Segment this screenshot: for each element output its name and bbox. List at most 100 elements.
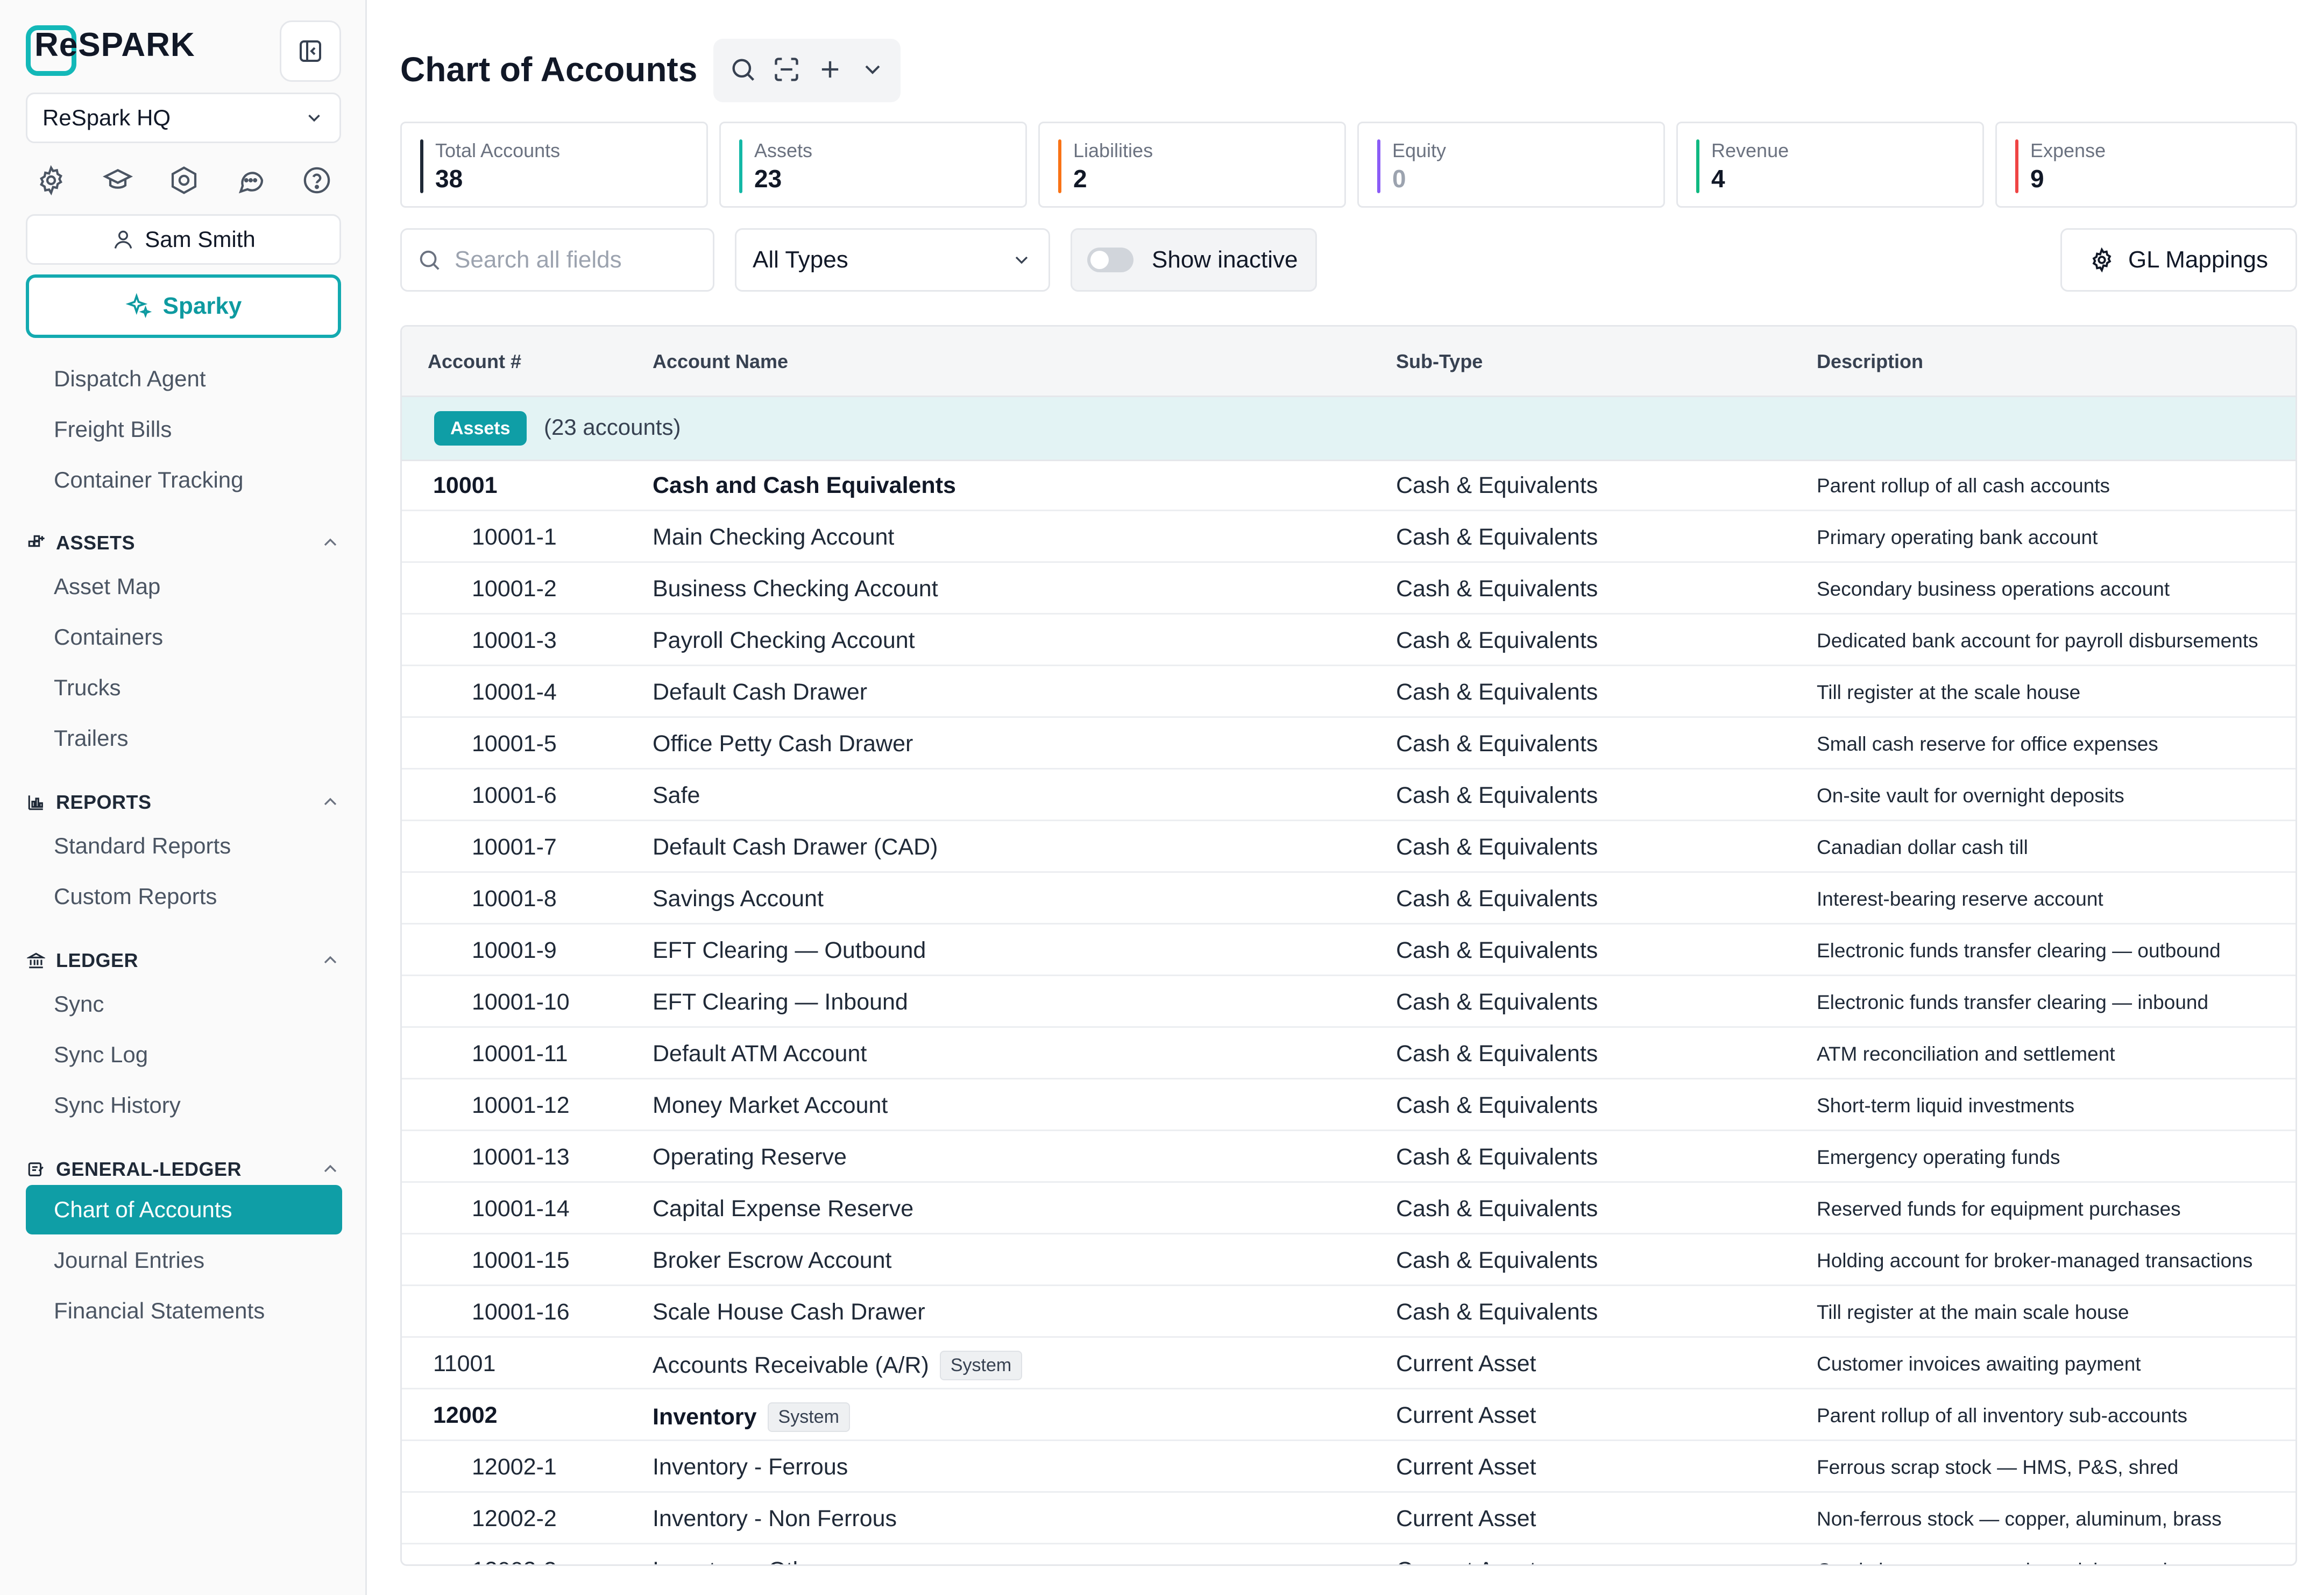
section-general-ledger[interactable]: GENERAL-LEDGER: [27, 1156, 342, 1183]
table-row[interactable]: 12002-1 Inventory - Ferrous Current Asset F…: [402, 1441, 2295, 1493]
sub-type: Current Asset: [1396, 1351, 1536, 1377]
system-badge: System: [939, 1351, 1023, 1380]
account-number: 10001-15: [472, 1247, 570, 1273]
table-row[interactable]: 10001-2 Business Checking Account Cash & E…: [402, 563, 2295, 615]
graduation-cap-icon[interactable]: [100, 163, 136, 198]
account-name: Money Market Account: [653, 1092, 888, 1118]
account-name: EFT Clearing — Inbound: [653, 989, 908, 1015]
nav-dispatch-agent[interactable]: Dispatch Agent: [54, 366, 206, 391]
nav-financial-statements[interactable]: Financial Statements: [54, 1298, 265, 1323]
sidebar-collapse-icon: [300, 40, 321, 62]
stat-value: 9: [2030, 165, 2044, 193]
sparky-button[interactable]: Sparky: [26, 274, 341, 338]
section-assets[interactable]: ASSETS: [27, 530, 342, 556]
account-number: 10001-5: [472, 731, 557, 757]
collapse-sidebar-button[interactable]: [280, 20, 341, 82]
table-row[interactable]: 10001 Cash and Cash Equivalents Cash & Equ…: [402, 460, 2295, 511]
sub-type: Cash & Equivalents: [1396, 627, 1598, 653]
org-select[interactable]: ReSpark HQ: [26, 93, 341, 143]
table-row[interactable]: 12002-2 Inventory - Non Ferrous Current As…: [402, 1493, 2295, 1544]
table-row[interactable]: 10001-11 Default ATM Account Cash & Equiva…: [402, 1028, 2295, 1079]
table-row[interactable]: 10001-5 Office Petty Cash Drawer Cash & Eq…: [402, 718, 2295, 770]
stat-card-equity[interactable]: Equity 0: [1357, 122, 1665, 208]
org-select-value: ReSpark HQ: [42, 105, 171, 130]
chat-icon[interactable]: [233, 163, 268, 198]
nav-sync-history[interactable]: Sync History: [54, 1092, 181, 1118]
sub-type: Cash & Equivalents: [1396, 1092, 1598, 1118]
scan-icon[interactable]: [773, 55, 800, 86]
nav-chart-of-accounts[interactable]: Chart of Accounts: [26, 1185, 342, 1234]
table-row[interactable]: 10001-13 Operating Reserve Cash & Equivale…: [402, 1131, 2295, 1183]
user-button[interactable]: Sam Smith: [26, 214, 341, 265]
nav-trailers[interactable]: Trailers: [54, 725, 129, 751]
table-row[interactable]: 10001-4 Default Cash Drawer Cash & Equival…: [402, 666, 2295, 718]
table-row[interactable]: 10001-1 Main Checking Account Cash & Equiv…: [402, 511, 2295, 563]
sub-type: Cash & Equivalents: [1396, 1247, 1598, 1273]
account-number: 10001-1: [472, 524, 557, 550]
account-name-cell: Savings Account: [653, 886, 824, 912]
search-icon[interactable]: [729, 55, 757, 86]
nav-custom-reports[interactable]: Custom Reports: [54, 884, 217, 909]
nav-standard-reports[interactable]: Standard Reports: [54, 833, 231, 858]
col-account-number[interactable]: Account #: [428, 350, 522, 372]
stat-card-expense[interactable]: Expense 9: [1995, 122, 2297, 208]
nav-sync[interactable]: Sync: [54, 991, 104, 1017]
plus-icon[interactable]: [816, 55, 844, 86]
col-description[interactable]: Description: [1817, 350, 1924, 372]
section-ledger[interactable]: LEDGER: [27, 947, 342, 974]
sub-type: Cash & Equivalents: [1396, 782, 1598, 808]
gl-mappings-button[interactable]: GL Mappings: [2060, 228, 2297, 292]
hexagon-settings-icon[interactable]: [166, 163, 202, 198]
account-name-cell: Inventory System: [653, 1402, 850, 1432]
help-icon[interactable]: [299, 163, 335, 198]
table-row[interactable]: 10001-16 Scale House Cash Drawer Cash & Eq…: [402, 1286, 2295, 1338]
show-inactive-toggle[interactable]: Show inactive: [1071, 228, 1317, 292]
nav-freight-bills[interactable]: Freight Bills: [54, 417, 172, 442]
search-input[interactable]: Search all fields: [400, 228, 714, 292]
gl-mappings-label: GL Mappings: [2128, 246, 2269, 273]
description: Reserved funds for equipment purchases: [1817, 1198, 2181, 1220]
table-row[interactable]: 12002-3 Inventory - Other Current Asset Cat…: [402, 1544, 2295, 1564]
stat-card-liabilities[interactable]: Liabilities 2: [1038, 122, 1346, 208]
table-row[interactable]: 10001-3 Payroll Checking Account Cash & Eq…: [402, 615, 2295, 666]
description: Parent rollup of all inventory sub-accou…: [1817, 1405, 2187, 1427]
stat-card-revenue[interactable]: Revenue 4: [1676, 122, 1984, 208]
account-number: 10001-8: [472, 886, 557, 912]
nav-journal-entries[interactable]: Journal Entries: [54, 1247, 205, 1273]
gear-icon[interactable]: [33, 163, 69, 198]
account-name-cell: Business Checking Account: [653, 576, 938, 602]
nav-container-tracking[interactable]: Container Tracking: [54, 467, 244, 492]
nav-asset-map[interactable]: Asset Map: [54, 574, 161, 599]
table-row[interactable]: 10001-6 Safe Cash & Equivalents On-site vau…: [402, 770, 2295, 821]
app-logo[interactable]: ReSPARK: [26, 24, 195, 77]
grid-plus-icon: [27, 532, 48, 554]
account-name-cell: Default Cash Drawer (CAD): [653, 834, 938, 860]
table-row[interactable]: 10001-9 EFT Clearing — Outbound Cash & Equ…: [402, 924, 2295, 976]
col-account-name[interactable]: Account Name: [653, 350, 789, 372]
table-row[interactable]: 11001 Accounts Receivable (A/R) System Curr…: [402, 1338, 2295, 1389]
table-row[interactable]: 10001-12 Money Market Account Cash & Equiv…: [402, 1079, 2295, 1131]
chevron-down-icon[interactable]: [860, 57, 885, 85]
stat-label: Revenue: [1711, 139, 1789, 161]
stat-card-assets[interactable]: Assets 23: [719, 122, 1027, 208]
table-row[interactable]: 12002 Inventory System Current Asset Parent …: [402, 1389, 2295, 1441]
account-name: Broker Escrow Account: [653, 1247, 892, 1273]
section-reports[interactable]: REPORTS: [27, 789, 342, 816]
stat-accent-bar: [1696, 139, 1699, 193]
table-row[interactable]: 10001-15 Broker Escrow Account Cash & Equi…: [402, 1234, 2295, 1286]
col-sub-type[interactable]: Sub-Type: [1396, 350, 1483, 372]
nav-trucks[interactable]: Trucks: [54, 675, 121, 700]
group-row-assets[interactable]: Assets (23 accounts): [402, 397, 2295, 461]
toggle-switch[interactable]: [1087, 248, 1133, 272]
nav-sync-log[interactable]: Sync Log: [54, 1042, 148, 1067]
table-row[interactable]: 10001-10 EFT Clearing — Inbound Cash & Equ…: [402, 976, 2295, 1028]
account-number: 10001-14: [472, 1196, 570, 1222]
table-row[interactable]: 10001-7 Default Cash Drawer (CAD) Cash & E…: [402, 821, 2295, 873]
nav-containers[interactable]: Containers: [54, 624, 164, 650]
table-row[interactable]: 10001-8 Savings Account Cash & Equivalents…: [402, 873, 2295, 924]
type-select[interactable]: All Types: [735, 228, 1050, 292]
table-row[interactable]: 10001-14 Capital Expense Reserve Cash & Eq…: [402, 1183, 2295, 1234]
section-general-ledger-title: GENERAL-LEDGER: [56, 1158, 242, 1180]
stat-card-total-accounts[interactable]: Total Accounts 38: [400, 122, 708, 208]
